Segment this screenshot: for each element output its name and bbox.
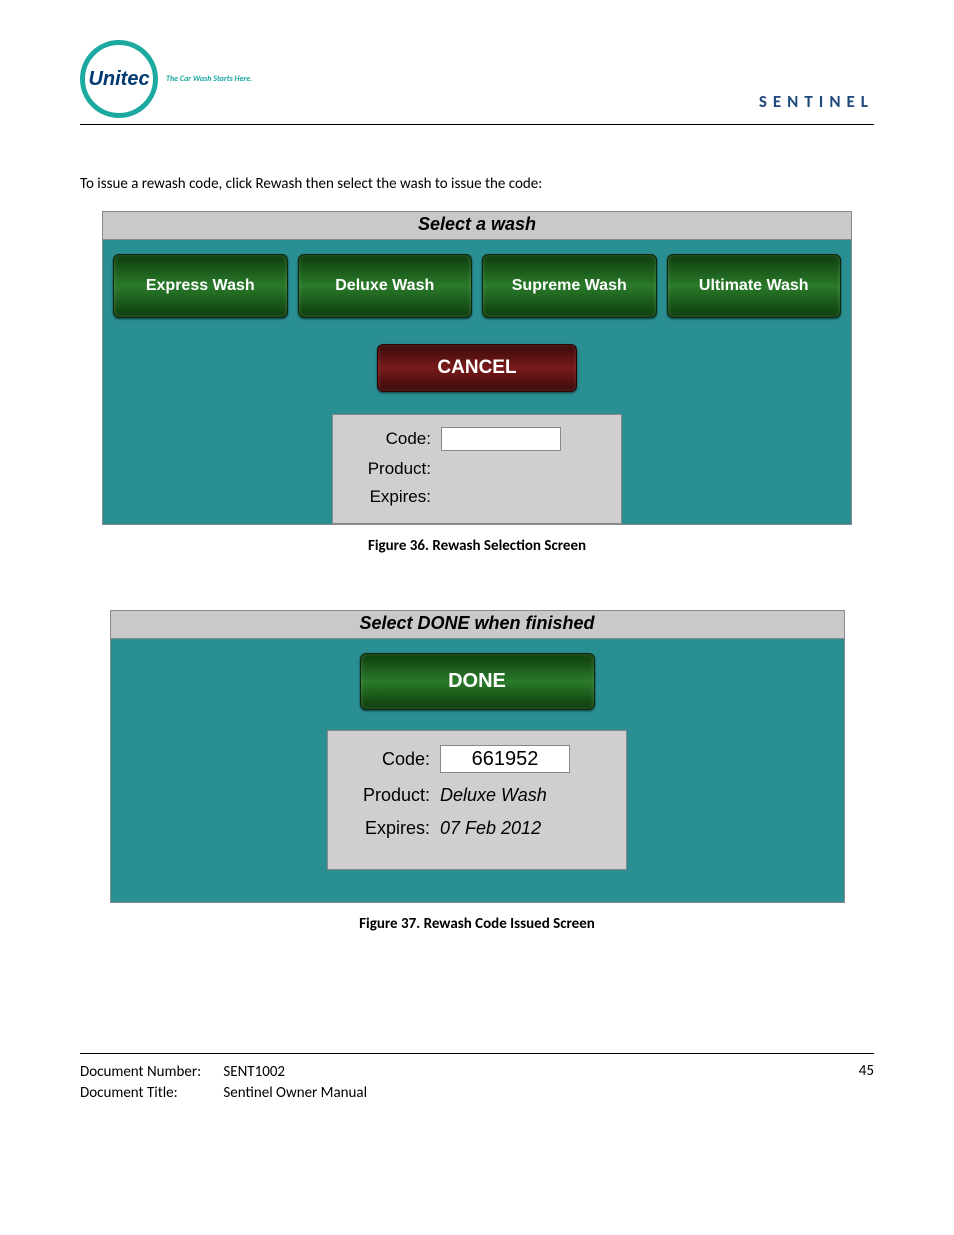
screen2-title: Select DONE when finished bbox=[111, 611, 844, 639]
doctitle-label: Document Title: bbox=[80, 1083, 220, 1104]
figure37-caption: Figure 37. Rewash Code Issued Screen bbox=[80, 915, 874, 933]
doctitle-value: Sentinel Owner Manual bbox=[223, 1084, 367, 1102]
code-label-2: Code: bbox=[350, 749, 440, 770]
logo-tagline: The Car Wash Starts Here. bbox=[166, 74, 252, 84]
rewash-code-issued-screen: Select DONE when finished DONE Code: 661… bbox=[110, 610, 845, 903]
docnum-value: SENT1002 bbox=[223, 1063, 285, 1081]
ultimate-wash-button[interactable]: Ultimate Wash bbox=[667, 254, 842, 318]
product-label: Product: bbox=[351, 459, 441, 479]
logo-circle: Unitec bbox=[80, 40, 158, 118]
expires-row: Expires: bbox=[351, 487, 603, 507]
footer-left: Document Number: SENT1002 Document Title… bbox=[80, 1062, 367, 1104]
code-field[interactable] bbox=[441, 427, 561, 451]
product-row: Product: bbox=[351, 459, 603, 479]
code-row: Code: bbox=[351, 427, 603, 451]
product-name: SENTINEL bbox=[759, 91, 874, 118]
cancel-button[interactable]: CANCEL bbox=[377, 344, 577, 392]
supreme-wash-button[interactable]: Supreme Wash bbox=[482, 254, 657, 318]
page-number: 45 bbox=[859, 1062, 874, 1104]
expires-row-2: Expires: 07 Feb 2012 bbox=[350, 818, 604, 839]
expires-value-2: 07 Feb 2012 bbox=[440, 818, 541, 839]
info-panel-2: Code: 661952 Product: Deluxe Wash Expire… bbox=[327, 730, 627, 870]
rewash-selection-screen: Select a wash Express Wash Deluxe Wash S… bbox=[102, 211, 852, 525]
wash-buttons-row: Express Wash Deluxe Wash Supreme Wash Ul… bbox=[103, 240, 851, 344]
docnum-label: Document Number: bbox=[80, 1062, 220, 1083]
logo: Unitec The Car Wash Starts Here. bbox=[80, 40, 252, 118]
info-panel: Code: Product: Expires: bbox=[332, 414, 622, 524]
screen1-title: Select a wash bbox=[103, 212, 851, 240]
logo-text: Unitec bbox=[88, 68, 149, 91]
code-field-2: 661952 bbox=[440, 745, 570, 773]
product-value-2: Deluxe Wash bbox=[440, 785, 547, 806]
expires-label: Expires: bbox=[351, 487, 441, 507]
page-header: Unitec The Car Wash Starts Here. SENTINE… bbox=[80, 40, 874, 125]
express-wash-button[interactable]: Express Wash bbox=[113, 254, 288, 318]
code-label: Code: bbox=[351, 429, 441, 449]
done-button[interactable]: DONE bbox=[360, 653, 595, 710]
figure36-caption: Figure 36. Rewash Selection Screen bbox=[80, 537, 874, 555]
code-row-2: Code: 661952 bbox=[350, 745, 604, 773]
expires-label-2: Expires: bbox=[350, 818, 440, 839]
deluxe-wash-button[interactable]: Deluxe Wash bbox=[298, 254, 473, 318]
product-row-2: Product: Deluxe Wash bbox=[350, 785, 604, 806]
page-footer: Document Number: SENT1002 Document Title… bbox=[80, 1053, 874, 1104]
product-label-2: Product: bbox=[350, 785, 440, 806]
intro-text: To issue a rewash code, click Rewash the… bbox=[80, 175, 874, 193]
